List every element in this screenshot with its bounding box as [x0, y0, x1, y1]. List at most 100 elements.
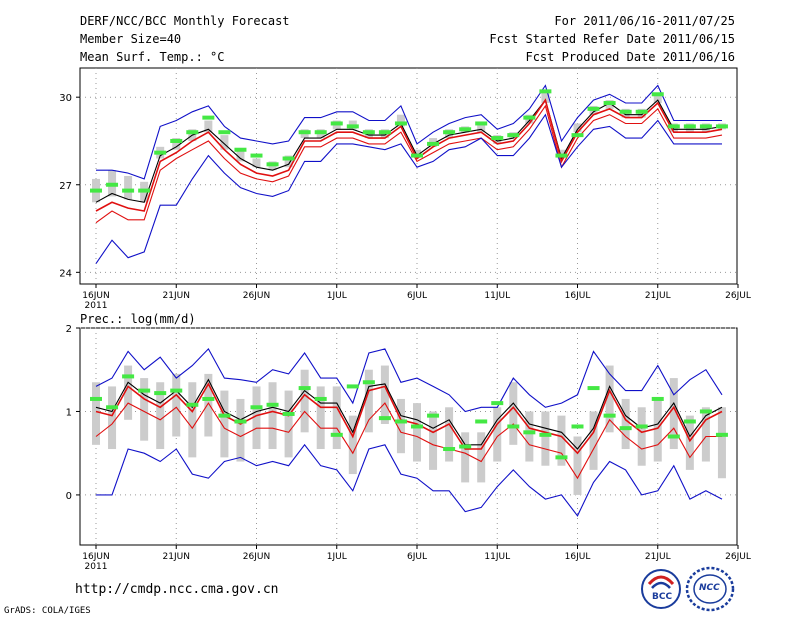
spread-box	[220, 135, 229, 150]
obs-marker	[90, 396, 102, 401]
x-tick-label: 11JUL	[484, 291, 510, 301]
spread-box	[364, 369, 373, 433]
chart-title: DERF/NCC/BCC Monthly Forecast	[80, 14, 290, 28]
spread-box	[413, 403, 421, 462]
temperature-panel: 24 27 30 16JUN 21JUN 26JUN 1JUL 6JUL 11JUL 16JUL 2…	[59, 67, 751, 311]
obs-marker	[555, 153, 568, 158]
x-tick-label: 26JUN	[243, 552, 270, 562]
obs-marker	[667, 434, 680, 439]
spread-box	[541, 411, 550, 466]
obs-marker	[154, 150, 167, 155]
obs-marker	[186, 130, 199, 135]
obs-marker	[298, 130, 311, 135]
series-line-upper	[95, 378, 723, 450]
obs-marker	[427, 413, 440, 418]
spread-box	[525, 411, 534, 462]
x-tick-label: 6JUL	[407, 291, 427, 301]
obs-marker	[715, 124, 728, 129]
x-tick-label: 26JUL	[725, 291, 751, 301]
member-size-label: Member Size=40	[80, 32, 182, 46]
obs-marker	[459, 127, 472, 132]
obs-marker	[346, 384, 359, 389]
plot-frame	[79, 67, 738, 285]
obs-marker	[170, 388, 183, 393]
spread-box	[717, 407, 726, 479]
spread-box	[669, 378, 678, 450]
obs-marker	[603, 101, 616, 106]
y-tick-label: 30	[59, 93, 72, 104]
spread-box	[284, 390, 293, 458]
spread-box	[124, 365, 133, 420]
y-tick-label: 0	[66, 491, 72, 502]
obs-marker	[635, 109, 648, 114]
obs-marker	[362, 130, 375, 135]
spread-box	[605, 365, 614, 433]
obs-marker	[603, 413, 616, 418]
obs-marker	[266, 162, 279, 167]
obs-marker	[491, 136, 504, 141]
obs-marker	[699, 124, 712, 129]
y-tick-label: 24	[59, 268, 72, 279]
spread-box	[268, 382, 277, 450]
spread-box	[461, 432, 470, 483]
obs-marker	[539, 432, 552, 437]
obs-marker	[90, 188, 102, 193]
x-tick-label: 16JUL	[565, 552, 591, 562]
y-tick-label: 2	[66, 324, 72, 335]
obs-marker	[427, 141, 440, 146]
spread-box	[413, 149, 421, 156]
grads-credit: GrADS: COLA/IGES	[4, 606, 91, 616]
series-line-max	[96, 84, 722, 180]
obs-marker	[443, 130, 456, 135]
obs-marker	[619, 109, 632, 114]
obs-marker	[186, 402, 199, 407]
obs-marker	[523, 115, 536, 120]
series-line-max	[95, 347, 723, 413]
obs-marker	[298, 386, 311, 391]
spread-box	[701, 407, 710, 462]
spread-box	[493, 407, 502, 462]
x-tick-label: 26JUL	[725, 552, 751, 562]
plot-frame	[79, 327, 738, 546]
spread-box	[557, 415, 566, 466]
spread-box	[252, 158, 261, 168]
spread-box	[429, 411, 438, 470]
spread-box	[252, 386, 261, 450]
spread-box	[172, 373, 181, 437]
obs-marker	[635, 424, 648, 429]
obs-marker	[202, 396, 215, 401]
obs-marker	[683, 419, 696, 424]
obs-marker	[122, 188, 135, 193]
x-tick-label: 21JUL	[645, 291, 671, 301]
source-url[interactable]: http://cmdp.ncc.cma.gov.cn	[75, 582, 279, 597]
obs-marker	[314, 396, 327, 401]
series-line-lower	[95, 104, 723, 224]
x-tick-label: 21JUN	[163, 291, 190, 301]
spread-box	[236, 398, 245, 462]
spread-box	[204, 120, 213, 133]
variable-label: Mean Surf. Temp.: °C	[80, 50, 225, 64]
obs-marker	[683, 124, 696, 129]
obs-marker	[571, 133, 584, 138]
series-line-min	[95, 113, 722, 264]
obs-marker	[330, 432, 343, 437]
spread-box	[396, 398, 405, 454]
obs-marker	[394, 419, 407, 424]
obs-marker	[266, 402, 279, 407]
forecast-period: For 2011/06/16-2011/07/25	[554, 14, 735, 28]
series-line-mean	[95, 382, 723, 455]
x-tick-label: 1JUL	[327, 291, 347, 301]
obs-marker	[475, 121, 488, 126]
obs-marker	[378, 130, 391, 135]
x-tick-label: 16JUL	[565, 291, 591, 301]
obs-marker	[507, 133, 520, 138]
y-tick-label: 1	[66, 407, 72, 418]
x-tick-label: 11JUL	[484, 552, 510, 562]
obs-marker	[459, 444, 472, 449]
spread-box	[108, 386, 117, 450]
obs-marker	[715, 432, 728, 437]
spread-box	[653, 398, 662, 462]
spread-box	[477, 123, 486, 133]
spread-box	[589, 411, 598, 470]
